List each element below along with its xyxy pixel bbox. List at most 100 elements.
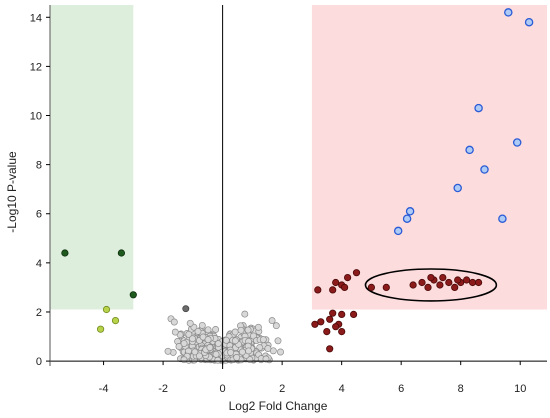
point-significant-up — [462, 276, 471, 284]
point-nonsignificant — [245, 347, 253, 355]
point-nonsignificant — [180, 339, 188, 347]
point-nonsignificant — [244, 326, 252, 334]
y-tick-label: 12 — [30, 61, 42, 73]
point-strong-up — [474, 103, 483, 113]
point-nonsignificant — [194, 327, 202, 335]
point-nonsignificant — [233, 354, 241, 361]
x-tick-label: 0 — [220, 383, 226, 395]
point-strong-up — [453, 183, 462, 193]
point-significant-up — [326, 315, 334, 323]
point-significant-up — [451, 283, 459, 291]
point-significant-up — [329, 286, 337, 294]
point-significant-up — [343, 273, 352, 282]
y-tick-label: 8 — [36, 160, 42, 172]
point-significant-up — [338, 310, 346, 318]
point-significant-up — [311, 320, 319, 328]
shaded-regions — [50, 5, 547, 310]
point-significant-down — [61, 249, 69, 257]
point-nonsignificant — [212, 326, 220, 333]
point-borderline-down — [111, 316, 120, 325]
point-borderline-down — [102, 305, 111, 314]
x-tick-label: 2 — [279, 383, 285, 395]
point-significant-up — [338, 327, 346, 336]
point-significant-up — [340, 283, 349, 291]
point-nonsignificant — [227, 348, 235, 356]
point-significant-up — [326, 345, 334, 353]
point-significant-up — [329, 309, 337, 317]
point-nonsignificant — [189, 335, 196, 343]
point-significant-down — [117, 249, 126, 257]
point-nonsignificant — [186, 319, 194, 327]
point-nonsignificant — [262, 355, 270, 363]
y-axis-title: -Log10 P-value — [5, 151, 19, 233]
point-significant-up — [468, 278, 477, 287]
point-nonsignificant — [241, 310, 249, 318]
point-nonsignificant — [182, 305, 190, 313]
point-significant-up — [349, 310, 358, 318]
down-regulated-region — [50, 5, 134, 310]
point-significant-up — [418, 278, 426, 287]
point-strong-up — [393, 226, 403, 236]
point-strong-up — [512, 138, 522, 147]
point-significant-up — [382, 283, 390, 291]
point-nonsignificant — [254, 323, 262, 331]
point-nonsignificant — [237, 326, 245, 334]
point-significant-up — [352, 269, 361, 277]
tick-labels: -4 -2 0 2 4 6 8 10 0 2 4 6 8 10 12 14 — [30, 12, 527, 395]
point-nonsignificant — [214, 356, 222, 364]
point-nonsignificant — [170, 318, 178, 326]
point-nonsignificant — [222, 336, 230, 344]
point-nonsignificant — [185, 330, 193, 338]
axes — [49, 5, 547, 369]
point-nonsignificant — [180, 356, 188, 364]
point-significant-up — [474, 278, 483, 287]
point-nonsignificant — [264, 345, 272, 352]
point-nonsignificant — [277, 348, 284, 356]
point-strong-up — [504, 8, 513, 17]
point-nonsignificant — [206, 344, 214, 351]
point-significant-up — [409, 281, 417, 289]
point-significant-up — [317, 318, 325, 326]
point-strong-up — [524, 17, 534, 27]
point-nonsignificant — [231, 337, 239, 345]
y-tick-label: 0 — [36, 356, 42, 368]
point-nonsignificant — [272, 322, 280, 330]
point-significant-up — [445, 278, 453, 287]
significant-points — [61, 8, 534, 353]
point-nonsignificant — [238, 348, 246, 356]
x-tick-label: -2 — [158, 383, 168, 395]
x-tick-label: -4 — [99, 383, 109, 395]
point-nonsignificant — [274, 337, 282, 345]
point-strong-up — [465, 145, 474, 155]
x-tick-label: 4 — [339, 383, 345, 395]
point-nonsignificant — [171, 328, 179, 336]
point-nonsignificant — [164, 347, 172, 355]
point-nonsignificant — [268, 317, 276, 325]
x-tick-label: 6 — [398, 383, 404, 395]
y-tick-label: 6 — [36, 209, 42, 221]
point-strong-up — [402, 214, 412, 223]
up-regulated-region — [311, 5, 547, 310]
point-nonsignificant — [198, 321, 206, 329]
point-nonsignificant — [212, 350, 220, 358]
point-significant-up — [314, 286, 322, 294]
point-strong-up — [480, 165, 489, 174]
y-tick-label: 4 — [36, 258, 42, 270]
point-nonsignificant — [204, 336, 212, 344]
point-significant-down — [129, 291, 137, 299]
x-tick-label: 8 — [458, 383, 464, 395]
y-tick-label: 2 — [36, 307, 42, 319]
x-axis-title: Log2 Fold Change — [229, 399, 328, 413]
point-significant-up — [436, 281, 444, 289]
point-significant-up — [424, 283, 432, 291]
point-nonsignificant — [204, 326, 212, 334]
x-tick-label: 10 — [514, 383, 526, 395]
point-nonsignificant — [231, 328, 239, 336]
point-significant-up — [427, 273, 435, 282]
point-significant-up — [439, 273, 447, 282]
point-strong-up — [405, 207, 415, 216]
point-significant-up — [323, 327, 331, 336]
point-nonsignificant — [259, 336, 267, 344]
point-significant-up — [332, 278, 340, 287]
